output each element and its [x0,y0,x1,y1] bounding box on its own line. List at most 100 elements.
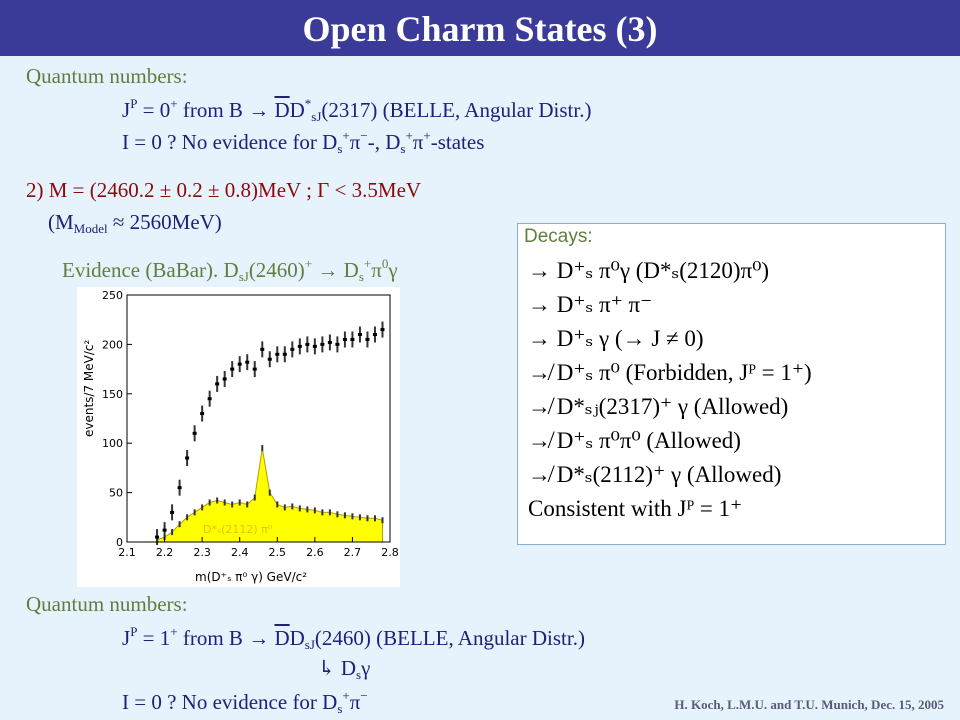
d-text: D [289,626,305,650]
model-sub: Model [73,221,108,236]
x-tick-label: 2.1 [118,546,136,559]
eq-text: = 0 [137,98,171,122]
sj-sub: sJ [311,109,322,124]
yellow-point [201,504,204,511]
yellow-point [193,509,196,516]
footer-credit: H. Koch, L.M.U. and T.U. Munich, Dec. 15… [674,697,944,712]
data-point [162,528,167,532]
arrow-icon: → [528,326,551,351]
j-text: J [122,98,131,122]
data-point [260,347,265,351]
data-point [185,456,190,460]
decay-text: D⁺ₛ γ (→ J ≠ 0) [551,326,704,351]
yellow-point [186,514,189,521]
decay-line: ↛ D*ₛ(2112)⁺ γ (Allowed) [528,462,781,488]
plus-sup: + [304,256,313,271]
yellow-point [268,489,271,496]
decays-box: Decays: → D⁺ₛ π⁰γ (D*ₛ(2120)π⁰) → D⁺ₛ π⁺ … [517,223,946,545]
plus-sup: + [423,128,431,143]
plus-sup: + [405,128,413,143]
yellow-point [238,499,241,506]
data-point [170,510,175,514]
eq-text: = 1 [137,626,171,650]
yellow-point [216,497,219,504]
data-point [207,397,212,401]
x-tick-label: 2.4 [231,546,249,559]
s-sub: s [358,269,364,284]
decay-line: → D⁺ₛ γ (→ J ≠ 0) [528,326,704,352]
yellow-point [351,513,354,520]
j-text: J [122,626,131,650]
not-arrow-icon: ↛ [528,394,551,419]
decays-heading: Decays: [524,226,593,247]
isospin-text: I = 0 ? No evidence for D [122,690,338,714]
x-axis-label: m(D⁺ₛ π⁰ γ) GeV/c² [195,570,307,584]
plus-sup: + [170,624,178,639]
plus-sup: + [342,688,350,703]
data-point [305,342,310,346]
data-point [380,328,385,332]
sj-sub: sJ [304,637,315,652]
data-point [282,352,287,356]
hook-arrow-icon: ↳ [318,656,336,680]
title-bar [0,0,960,56]
d-bar: D [274,626,290,650]
y-tick-label: 250 [102,289,123,302]
data-point [357,333,362,337]
data-point [327,340,332,344]
yellow-point [358,514,361,521]
model-post: ≈ 2560MeV) [107,210,222,234]
data-point [342,337,347,341]
x-tick-label: 2.7 [344,546,362,559]
data-point [350,337,355,341]
data-point [372,333,377,337]
arrow-text: → D [312,258,359,282]
decay-text: D⁺ₛ π⁰ (Forbidden, Jᴾ = 1⁺) [551,360,812,385]
decay-line: ↛ D⁺ₛ π⁰ (Forbidden, Jᴾ = 1⁺) [528,360,812,386]
yellow-point [261,445,264,452]
yellow-point [276,501,279,508]
x-tick-label: 2.2 [156,546,174,559]
isospin-line-2: I = 0 ? No evidence for Ds+π− [122,688,368,717]
plus-sup: + [342,128,350,143]
yellow-point [171,529,174,536]
yellow-point [208,499,211,506]
decay-text: Consistent with Jᴾ = 1⁺ [528,496,743,521]
peak-annotation: D*ₛ(2112) π⁰ [203,523,273,536]
decay-line: → D⁺ₛ π⁰γ (D*ₛ(2120)π⁰) [528,258,769,284]
y-tick-label: 0 [116,536,123,549]
s-sub: s [337,701,343,716]
zero-sup: 0 [381,256,389,271]
mid-text: -, D [367,130,401,154]
y-tick-label: 200 [102,338,123,351]
x-tick-label: 2.3 [193,546,211,559]
mass-text: (2460) [248,258,305,282]
model-mass-line: (MModel ≈ 2560MeV) [48,210,222,237]
pi-text: π [349,130,361,154]
decay-text: D⁺ₛ π⁺ π⁻ [551,292,653,317]
decay-text: D*ₛⱼ(2317)⁺ γ (Allowed) [551,394,789,419]
decay-line: ↛ D*ₛⱼ(2317)⁺ γ (Allowed) [528,394,788,420]
data-point [215,382,220,386]
yellow-point [231,501,234,508]
jp-line-2: JP = 1+ from B → DDsJ(2460) (BELLE, Angu… [122,624,585,653]
yellow-point [313,507,316,514]
yellow-point [253,494,256,501]
data-point [177,486,182,490]
data-point [192,431,197,435]
data-point [365,337,370,341]
dsgamma-line: ↳ Dsγ [318,656,370,683]
not-arrow-icon: ↛ [528,428,551,453]
arrow-icon: → [248,98,270,122]
data-point [245,360,250,364]
data-point [155,535,160,539]
d-text: D [335,656,357,680]
y-tick-label: 50 [109,487,123,500]
yellow-point [321,509,324,516]
yellow-point [343,512,346,519]
plus-sup: + [363,256,372,271]
plot-frame [126,294,391,543]
yellow-point [291,503,294,510]
data-point [320,342,325,346]
